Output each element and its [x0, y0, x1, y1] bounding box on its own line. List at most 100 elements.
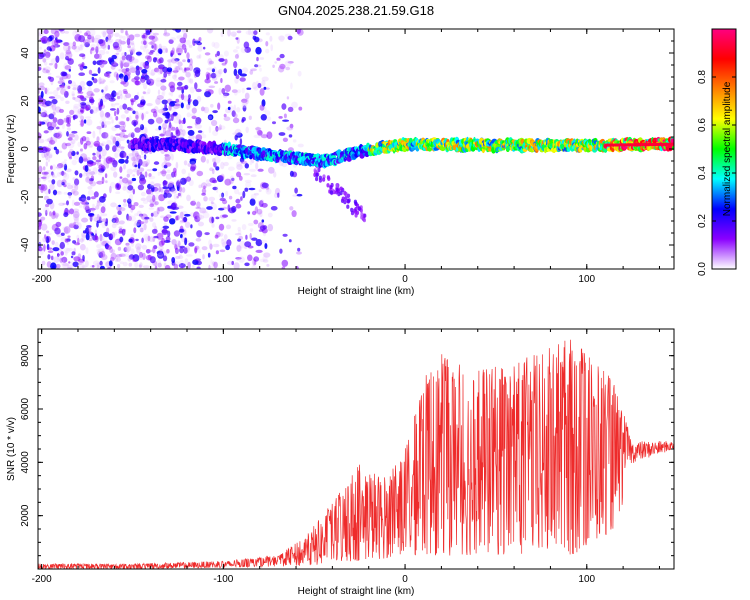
spectrogram-noise-cell: [118, 207, 126, 212]
spectrogram-noise-cell: [146, 195, 153, 203]
spectrogram-noise-cell: [141, 80, 145, 86]
spectrogram-peak-cell: [636, 143, 639, 147]
spectrogram-noise-cell: [248, 187, 256, 191]
snr-plot-area: [38, 339, 674, 569]
spectrogram-noise-cell: [119, 150, 127, 158]
spectrogram-noise-cell: [169, 100, 177, 104]
colorbar-label: Normalized spectral amplitude: [722, 81, 733, 216]
spectrogram-noise-cell: [287, 35, 293, 41]
spectrogram-peak-cell: [610, 143, 612, 147]
spectrogram-noise-cell: [204, 90, 212, 98]
spectrogram-noise-cell: [112, 145, 117, 152]
spectrogram-noise-cell: [141, 69, 148, 74]
y-tick-label: 6000: [20, 397, 31, 420]
spectrogram-noise-cell: [140, 191, 146, 197]
spectrogram-noise-cell: [61, 78, 65, 86]
spectrogram-noise-cell: [91, 206, 95, 213]
spectrogram-noise-cell: [159, 49, 163, 55]
spectrogram-noise-cell: [189, 78, 194, 84]
spectrogram-noise-cell: [168, 181, 175, 186]
spectrogram-noise-cell: [63, 163, 68, 171]
spectrogram-noise-cell: [244, 163, 249, 169]
spectrogram-noise-cell: [51, 171, 54, 176]
colorbar: 0.00.20.40.60.8 Normalized spectral ampl…: [697, 28, 737, 276]
spectrogram-noise-cell: [277, 35, 285, 41]
spectrogram-tail-cell: [341, 196, 345, 201]
spectrogram-noise-cell: [65, 182, 71, 186]
spectrogram-noise-cell: [56, 131, 63, 139]
spectrogram-noise-cell: [141, 237, 144, 244]
spectrogram-noise-cell: [148, 173, 152, 178]
spectrogram-noise-cell: [241, 119, 245, 123]
spectrogram-noise-cell: [241, 103, 247, 109]
spectrogram-noise-cell: [214, 81, 219, 84]
spectrogram-noise-cell: [128, 34, 135, 41]
spectrogram-noise-cell: [73, 224, 79, 230]
spectrogram-noise-cell: [61, 165, 65, 169]
spectrogram-peak-cell: [670, 142, 672, 146]
spectrogram-noise-cell: [97, 39, 104, 45]
spectrogram-noise-cell: [221, 192, 225, 198]
spectrogram-noise-cell: [146, 188, 152, 195]
spectrogram-noise-cell: [156, 232, 164, 240]
spectrogram-noise-cell: [140, 45, 144, 50]
spectrogram-noise-cell: [74, 183, 79, 191]
spectrogram-noise-cell: [206, 67, 214, 71]
colorbar-tick-label: 0.8: [697, 70, 708, 84]
spectrogram-noise-cell: [67, 235, 71, 238]
spectrogram-noise-cell: [134, 164, 138, 168]
spectrogram-noise-cell: [195, 258, 201, 262]
spectrogram-peak-cell: [631, 143, 633, 147]
spectrogram-noise-cell: [163, 192, 168, 199]
spectrogram-noise-cell: [38, 148, 44, 152]
spectrogram-noise-cell: [85, 209, 92, 214]
spectrogram-ridge-cell: [270, 155, 274, 162]
spectrogram-noise-cell: [196, 266, 201, 269]
spectrogram-noise-cell: [245, 98, 249, 105]
spectrogram-noise-cell: [52, 117, 58, 123]
spectrogram-noise-cell: [47, 250, 54, 253]
spectrogram-noise-cell: [179, 132, 185, 140]
spectrogram-noise-cell: [157, 68, 162, 75]
spectrogram-tail-cell: [339, 186, 343, 191]
spectrogram-noise-cell: [118, 220, 125, 225]
spectrogram-noise-cell: [91, 233, 95, 236]
spectrogram-noise-cell: [129, 105, 134, 112]
spectrogram-noise-cell: [174, 247, 179, 254]
spectrogram-noise-cell: [248, 29, 252, 36]
spectrogram-noise-cell: [149, 217, 154, 222]
spectrogram-noise-cell: [82, 173, 88, 177]
spectrogram-noise-cell: [63, 184, 67, 188]
spectrogram-tail-cell: [353, 199, 357, 204]
spectrogram-noise-cell: [129, 57, 133, 63]
spectrogram-noise-cell: [100, 206, 106, 214]
spectrogram-noise-cell: [98, 49, 106, 56]
spectrogram-noise-cell: [185, 72, 191, 78]
spectrogram-noise-cell: [141, 179, 146, 184]
spectrogram-noise-cell: [192, 199, 196, 203]
spectrogram-noise-cell: [233, 262, 240, 269]
spectrogram-noise-cell: [218, 223, 225, 231]
spectrogram-noise-cell: [196, 201, 201, 208]
spectrogram-noise-cell: [91, 73, 98, 77]
spectrogram-noise-cell: [228, 105, 234, 112]
spectrogram-noise-cell: [180, 177, 187, 185]
spectrogram-noise-cell: [174, 170, 177, 178]
spectrogram-noise-cell: [167, 124, 173, 132]
spectrogram-noise-cell: [153, 136, 160, 139]
spectrogram-noise-cell: [85, 260, 89, 268]
spectrogram-noise-cell: [52, 131, 59, 139]
spectrogram-tail-cell: [346, 204, 350, 209]
spectrogram-noise-cell: [181, 129, 186, 137]
spectrogram-noise-cell: [249, 198, 256, 206]
spectrogram-peak-cell: [659, 142, 662, 146]
spectrogram-noise-cell: [79, 122, 84, 128]
spectrogram-noise-cell: [175, 255, 181, 260]
spectrogram-noise-cell: [71, 150, 76, 157]
spectrogram-noise-cell: [234, 233, 242, 236]
spectrogram-noise-cell: [114, 92, 119, 96]
spectrogram-noise-cell: [101, 222, 107, 229]
spectrogram-noise-cell: [86, 80, 93, 87]
spectrogram-noise-cell: [118, 226, 123, 229]
